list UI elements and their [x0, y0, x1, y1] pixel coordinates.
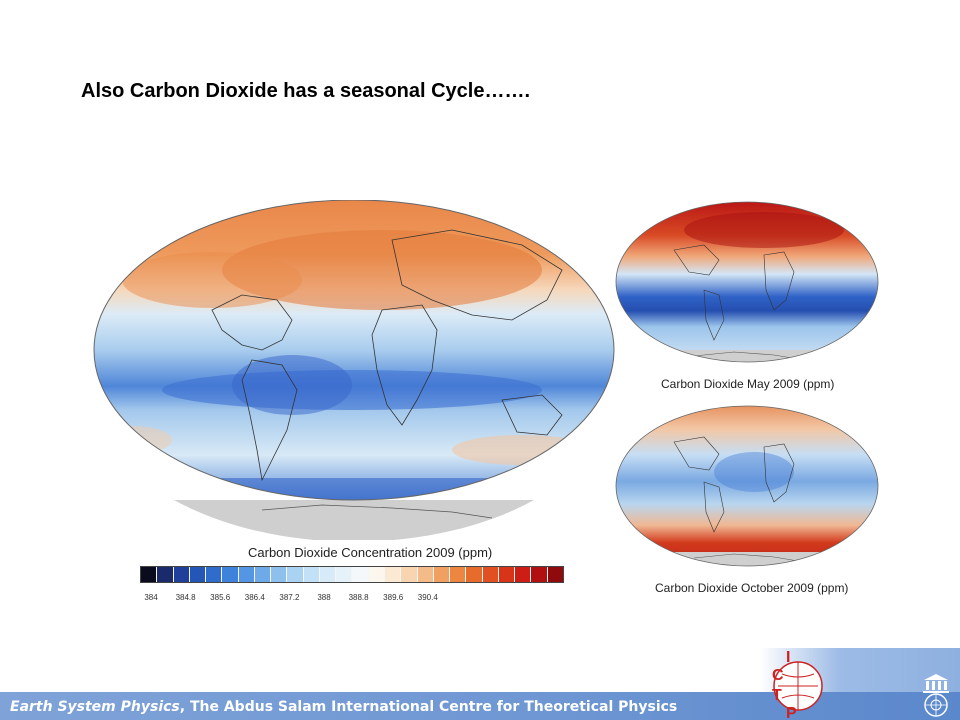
slide-title: Also Carbon Dioxide has a seasonal Cycle…: [81, 80, 531, 102]
colorbar-swatch: [271, 567, 288, 582]
colorbar-swatch: [417, 567, 434, 582]
colorbar-swatch: [498, 567, 516, 582]
colorbar-swatch: [254, 567, 272, 582]
colorbar-swatch: [189, 567, 207, 582]
colorbar-tick-label: 386.4: [244, 593, 265, 602]
ictp-letter-p: P: [786, 705, 797, 720]
footer-institution-text: , The Abdus Salam International Centre f…: [179, 699, 678, 715]
october-co2-map: [615, 405, 879, 567]
ictp-logo: I C T P: [772, 649, 823, 720]
footer-text: Earth System Physics, The Abdus Salam In…: [10, 699, 677, 715]
colorbar-tick-label: 388.8: [348, 593, 369, 602]
colorbar-tick-label: 388: [317, 593, 331, 602]
colorbar-tick-label: 389.6: [383, 593, 404, 602]
colorbar-tick-label: 384.8: [175, 593, 196, 602]
colorbar-swatch: [531, 567, 548, 582]
colorbar-swatch: [173, 567, 190, 582]
colorbar-swatch: [401, 567, 418, 582]
colorbar-swatch: [433, 567, 451, 582]
colorbar-swatch: [206, 567, 223, 582]
colorbar-swatch: [157, 567, 174, 582]
ictp-letter-t: T: [772, 687, 782, 704]
colorbar-swatch: [368, 567, 385, 582]
colorbar-tick-label: 390.4: [417, 593, 438, 602]
colorbar-swatch: [238, 567, 255, 582]
colorbar: [140, 566, 564, 583]
colorbar-tick-label: 385.6: [210, 593, 231, 602]
colorbar-swatch: [222, 567, 239, 582]
colorbar-swatch: [303, 567, 320, 582]
colorbar-tick-label: 384: [144, 593, 158, 602]
colorbar-swatch: [450, 567, 467, 582]
colorbar-swatch: [384, 567, 402, 582]
ictp-letter-c: C: [772, 667, 784, 684]
colorbar-tick-label: 387.2: [279, 593, 300, 602]
main-co2-map: [93, 200, 615, 540]
october-map-caption: Carbon Dioxide October 2009 (ppm): [655, 581, 849, 595]
unesco-logo: [923, 674, 949, 693]
colorbar-swatch: [352, 567, 369, 582]
footer-italic-text: Earth System Physics: [10, 699, 180, 715]
may-co2-map: [615, 201, 879, 363]
main-map-caption: Carbon Dioxide Concentration 2009 (ppm): [248, 545, 493, 560]
may-map-caption: Carbon Dioxide May 2009 (ppm): [661, 377, 835, 391]
colorbar-swatch: [141, 567, 158, 582]
colorbar-swatch: [287, 567, 304, 582]
iaea-logo: [924, 693, 948, 717]
colorbar-swatch: [466, 567, 483, 582]
colorbar-swatch: [547, 567, 563, 582]
colorbar-swatch: [482, 567, 499, 582]
colorbar-swatch: [336, 567, 353, 582]
ictp-letter-i: I: [786, 649, 790, 666]
colorbar-swatch: [515, 567, 532, 582]
colorbar-swatch: [319, 567, 337, 582]
